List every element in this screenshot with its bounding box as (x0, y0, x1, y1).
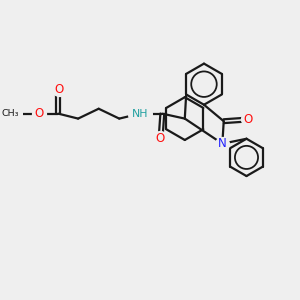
Text: CH₃: CH₃ (2, 109, 19, 118)
Text: O: O (54, 83, 64, 96)
Text: NH: NH (132, 109, 148, 119)
Text: N: N (218, 137, 227, 150)
Text: O: O (34, 107, 44, 120)
Text: O: O (156, 132, 165, 145)
Text: O: O (243, 113, 252, 126)
